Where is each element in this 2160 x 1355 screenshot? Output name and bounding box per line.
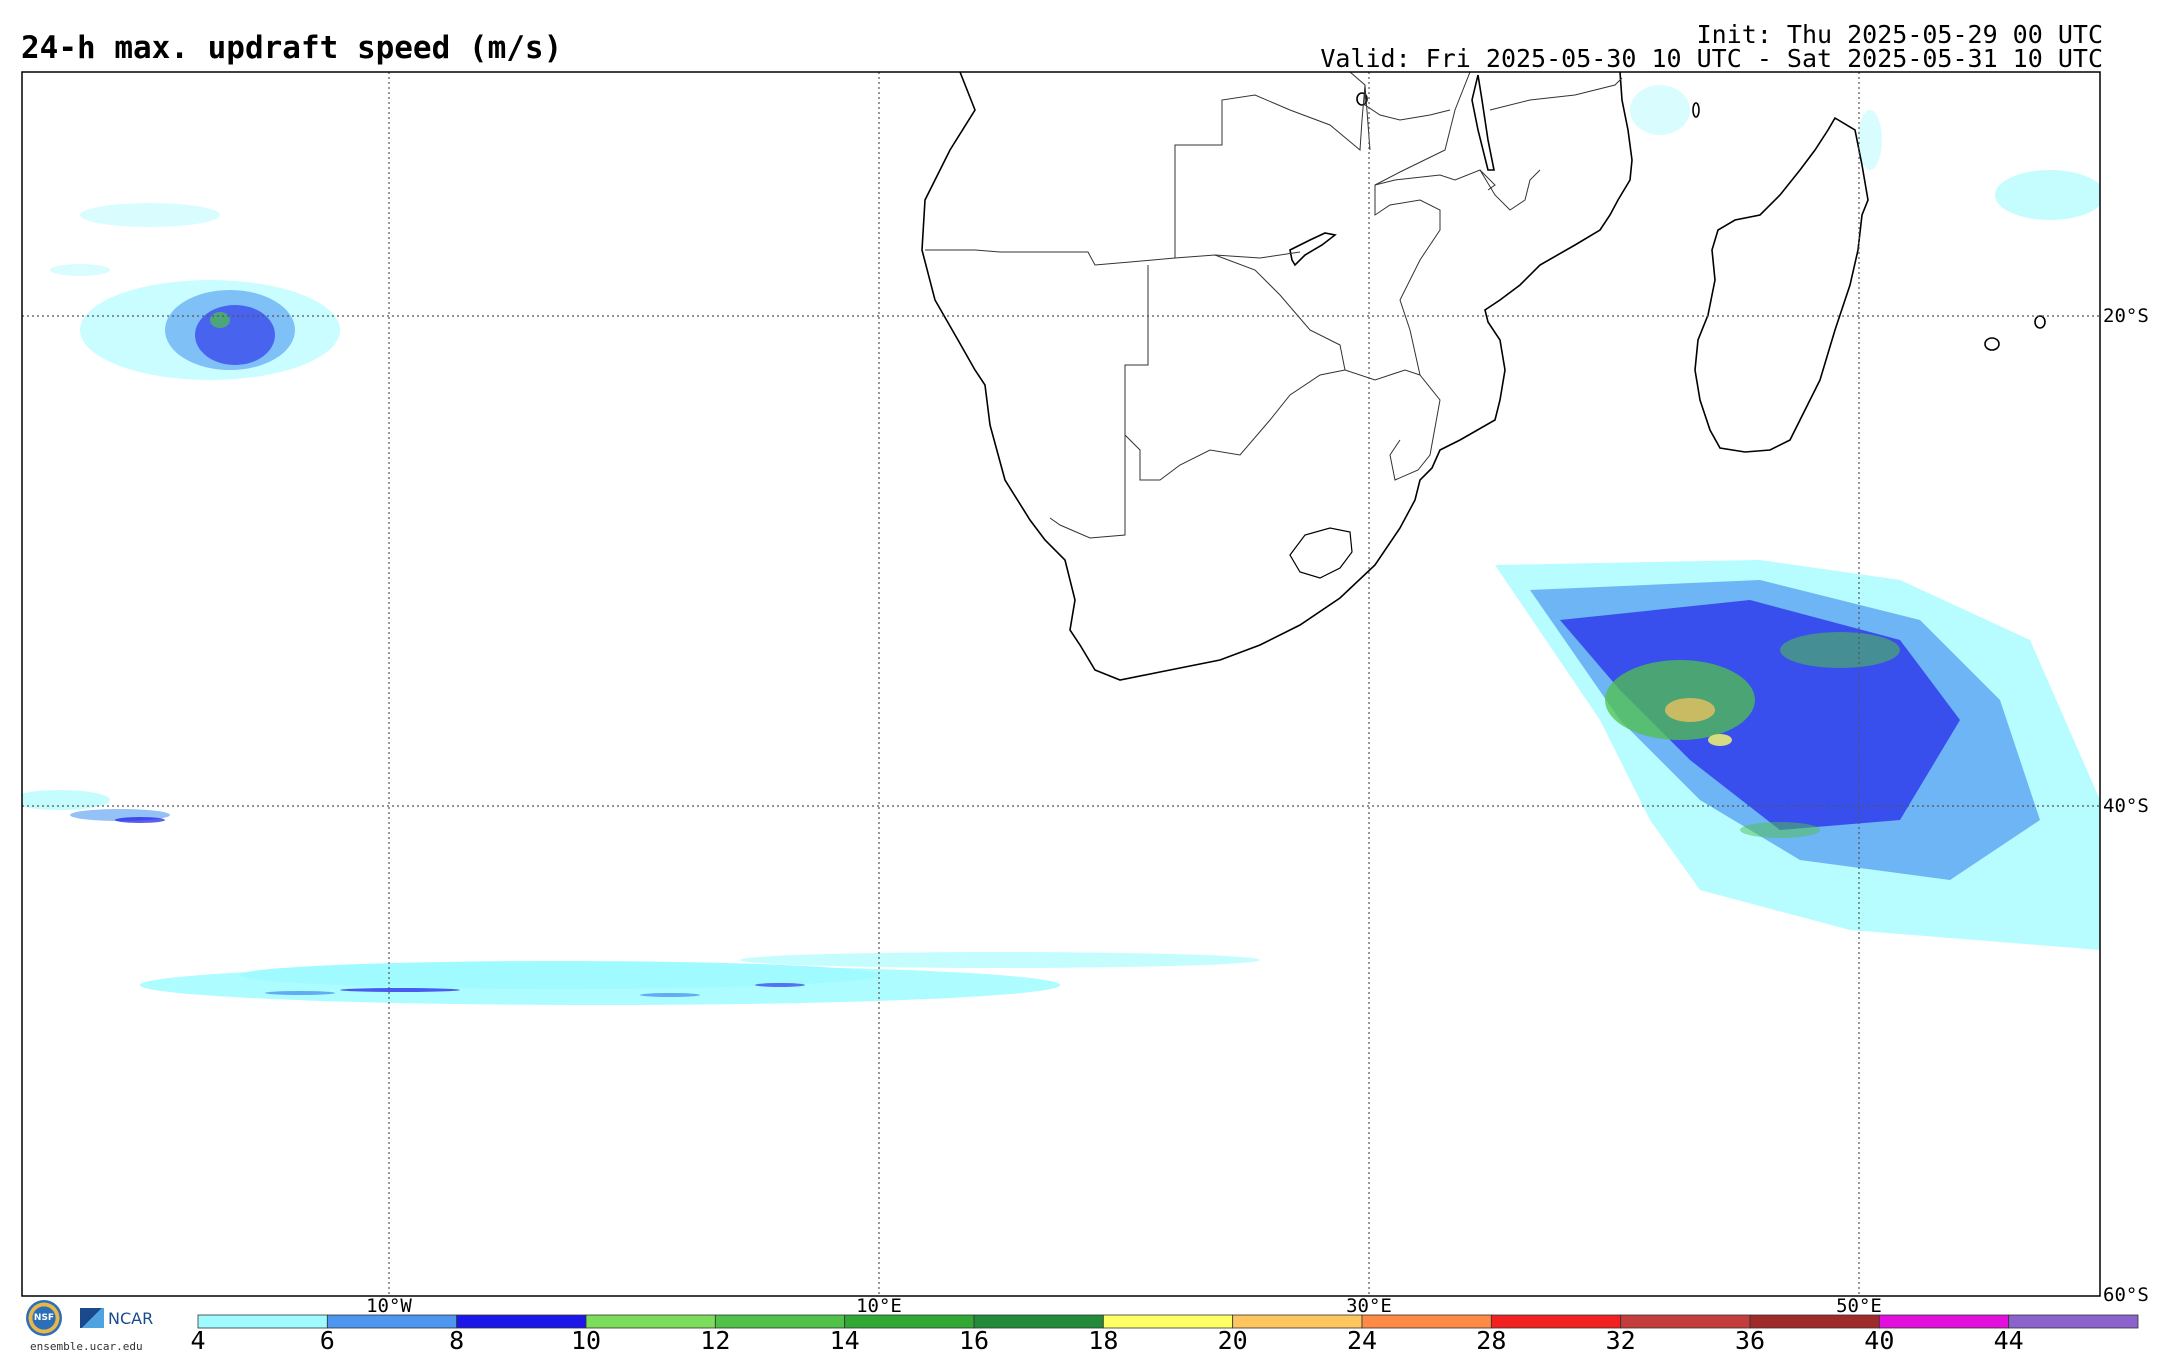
lon-label-10w: 10°W [366, 1295, 412, 1317]
ncar-logo-text: NCAR [108, 1308, 154, 1328]
lake-malawi [1471, 74, 1495, 171]
graticule [22, 72, 2100, 1296]
map-frame [21, 71, 2101, 1297]
colorbar-swatch [585, 1314, 716, 1329]
colorbar-tick-label: 36 [1734, 1326, 1766, 1355]
colorbar-tick-label: 16 [958, 1326, 990, 1355]
colorbar-swatch [1878, 1314, 2010, 1329]
lon-label-50e: 50°E [1836, 1295, 1882, 1317]
madagascar-coastline [1694, 116, 1869, 453]
updraft-field [22, 85, 2100, 1005]
colorbar-swatch [2008, 1314, 2139, 1329]
colorbar-tick-label: 24 [1346, 1326, 1378, 1355]
valid-time: Valid: Fri 2025-05-30 10 UTC - Sat 2025-… [1320, 44, 2103, 73]
colorbar-tick-label: 10 [570, 1326, 602, 1355]
colorbar-tick-label: 6 [319, 1326, 335, 1355]
updraft-band-south [140, 952, 1260, 1005]
colorbar-swatch [1749, 1314, 1880, 1329]
colorbar-swatch [1232, 1314, 1363, 1329]
lon-label-30e: 30°E [1346, 1295, 1392, 1317]
init-time: Init: Thu 2025-05-29 00 UTC [1696, 20, 2103, 49]
colorbar-tick-label: 18 [1088, 1326, 1119, 1355]
country-borders [925, 72, 1623, 539]
lat-label-60s: 60°S [2103, 1284, 2149, 1306]
updraft-system-southeast [1495, 85, 2100, 950]
colorbar-swatch [1490, 1314, 1622, 1329]
ncar-logo: NCAR [80, 1300, 153, 1336]
colorbar-tick-label: 20 [1217, 1326, 1248, 1355]
lat-label-40s: 40°S [2103, 795, 2149, 817]
lat-label-20s: 20°S [2103, 305, 2149, 327]
colorbar-swatch [844, 1314, 975, 1329]
colorbar-tick-label: 14 [829, 1326, 860, 1355]
colorbar-swatch [1102, 1314, 1234, 1329]
colorbar-swatch [973, 1314, 1104, 1329]
colorbar [197, 1314, 2139, 1329]
colorbar-tick-label: 44 [1993, 1326, 2024, 1355]
colorbar-tick-label: 28 [1476, 1326, 1507, 1355]
map-title: 24-h max. updraft speed (m/s) [21, 30, 563, 66]
colorbar-swatch [1620, 1314, 1751, 1329]
nsf-logo: NSF [26, 1300, 62, 1336]
colorbar-tick-label: 8 [449, 1326, 465, 1355]
lon-label-10e: 10°E [856, 1295, 902, 1317]
updraft-cluster-northwest [22, 203, 340, 823]
logo-url: ensemble.ucar.edu [30, 1340, 143, 1353]
colorbar-swatch [456, 1314, 587, 1329]
africa-coastline [921, 72, 1633, 681]
colorbar-swatch [1361, 1314, 1492, 1329]
colorbar-tick-label: 4 [190, 1326, 206, 1355]
colorbar-swatch [197, 1314, 328, 1329]
colorbar-tick-label: 32 [1605, 1326, 1636, 1355]
graticule-labels: 10°W 10°E 30°E 50°E 20°S 40°S 60°S [366, 305, 2149, 1317]
colorbar-swatch [714, 1314, 846, 1329]
ncar-mark-icon [80, 1308, 104, 1328]
colorbar-swatch [326, 1314, 458, 1329]
lake-kariba [1289, 232, 1337, 267]
colorbar-tick-label: 12 [700, 1326, 731, 1355]
colorbar-tick-label: 40 [1864, 1326, 1895, 1355]
lesotho [1289, 527, 1353, 579]
